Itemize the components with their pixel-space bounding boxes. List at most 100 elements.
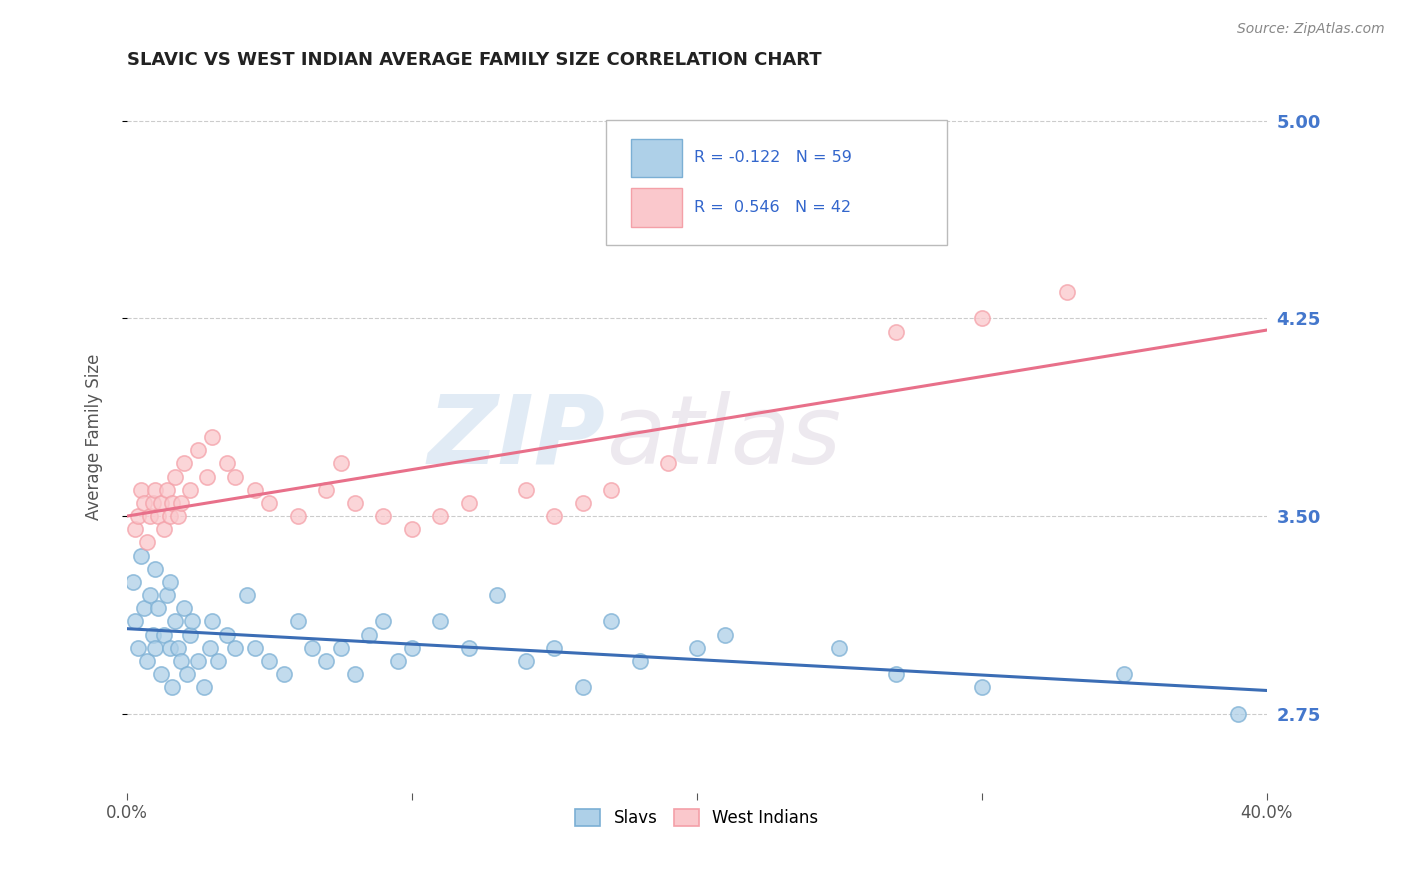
Point bbox=[170, 496, 193, 510]
Point bbox=[207, 654, 229, 668]
Point bbox=[970, 311, 993, 326]
Point bbox=[329, 640, 352, 655]
Point bbox=[429, 615, 451, 629]
Point bbox=[224, 640, 246, 655]
Point bbox=[401, 522, 423, 536]
Point bbox=[167, 509, 190, 524]
Point bbox=[159, 509, 181, 524]
Point bbox=[828, 640, 851, 655]
Point bbox=[315, 483, 337, 497]
Point bbox=[165, 469, 187, 483]
Point bbox=[129, 483, 152, 497]
Point bbox=[224, 469, 246, 483]
Point bbox=[343, 667, 366, 681]
Point bbox=[145, 640, 167, 655]
Point bbox=[329, 456, 352, 470]
Point bbox=[600, 483, 623, 497]
Point bbox=[179, 627, 201, 641]
Point bbox=[387, 654, 409, 668]
Point bbox=[181, 615, 204, 629]
Point bbox=[315, 654, 337, 668]
Point bbox=[401, 640, 423, 655]
Point bbox=[243, 483, 266, 497]
Point bbox=[201, 430, 224, 444]
Point bbox=[145, 562, 167, 576]
Point bbox=[572, 680, 595, 694]
Point bbox=[1114, 667, 1136, 681]
FancyBboxPatch shape bbox=[606, 120, 948, 245]
Point bbox=[628, 654, 651, 668]
Point bbox=[884, 667, 907, 681]
Point bbox=[132, 601, 155, 615]
Point bbox=[124, 615, 146, 629]
Point bbox=[273, 667, 295, 681]
Point bbox=[156, 483, 179, 497]
Point bbox=[187, 443, 209, 458]
Text: R =  0.546   N = 42: R = 0.546 N = 42 bbox=[695, 200, 852, 215]
Point bbox=[142, 496, 165, 510]
Point bbox=[543, 509, 565, 524]
Point bbox=[457, 640, 479, 655]
Point bbox=[235, 588, 257, 602]
Point bbox=[970, 680, 993, 694]
Text: R = -0.122   N = 59: R = -0.122 N = 59 bbox=[695, 151, 852, 165]
Point bbox=[179, 483, 201, 497]
Point bbox=[572, 496, 595, 510]
Point bbox=[162, 496, 184, 510]
Point bbox=[127, 509, 149, 524]
Point bbox=[243, 640, 266, 655]
Point bbox=[714, 627, 737, 641]
Point bbox=[301, 640, 323, 655]
Point bbox=[373, 615, 395, 629]
Point bbox=[150, 496, 173, 510]
Point bbox=[173, 456, 195, 470]
Point bbox=[159, 640, 181, 655]
Point bbox=[170, 654, 193, 668]
Bar bbox=[631, 138, 682, 178]
Point bbox=[124, 522, 146, 536]
Point bbox=[153, 627, 176, 641]
Point bbox=[156, 588, 179, 602]
Point bbox=[148, 509, 170, 524]
Point bbox=[135, 535, 157, 549]
Point bbox=[153, 522, 176, 536]
Point bbox=[148, 601, 170, 615]
Point bbox=[195, 469, 218, 483]
Point bbox=[138, 509, 160, 524]
Point bbox=[138, 588, 160, 602]
Point bbox=[457, 496, 479, 510]
Point bbox=[215, 627, 238, 641]
Point bbox=[145, 483, 167, 497]
Point bbox=[215, 456, 238, 470]
Point bbox=[543, 640, 565, 655]
Point bbox=[429, 509, 451, 524]
Point bbox=[373, 509, 395, 524]
Point bbox=[142, 627, 165, 641]
Text: SLAVIC VS WEST INDIAN AVERAGE FAMILY SIZE CORRELATION CHART: SLAVIC VS WEST INDIAN AVERAGE FAMILY SIZ… bbox=[127, 51, 821, 69]
Point bbox=[686, 640, 709, 655]
Point bbox=[515, 483, 537, 497]
Point bbox=[359, 627, 381, 641]
Point bbox=[343, 496, 366, 510]
Point bbox=[515, 654, 537, 668]
Point bbox=[150, 667, 173, 681]
Text: atlas: atlas bbox=[606, 391, 841, 483]
Point bbox=[132, 496, 155, 510]
Point bbox=[1056, 285, 1078, 299]
Y-axis label: Average Family Size: Average Family Size bbox=[86, 354, 103, 520]
Point bbox=[127, 640, 149, 655]
Point bbox=[259, 654, 281, 668]
Point bbox=[198, 640, 221, 655]
Point bbox=[657, 456, 679, 470]
Point bbox=[600, 615, 623, 629]
Point bbox=[486, 588, 509, 602]
Point bbox=[287, 615, 309, 629]
Point bbox=[884, 325, 907, 339]
Point bbox=[259, 496, 281, 510]
Point bbox=[162, 680, 184, 694]
Point bbox=[187, 654, 209, 668]
Point bbox=[129, 549, 152, 563]
Point bbox=[201, 615, 224, 629]
Text: ZIP: ZIP bbox=[427, 391, 606, 483]
Point bbox=[165, 615, 187, 629]
